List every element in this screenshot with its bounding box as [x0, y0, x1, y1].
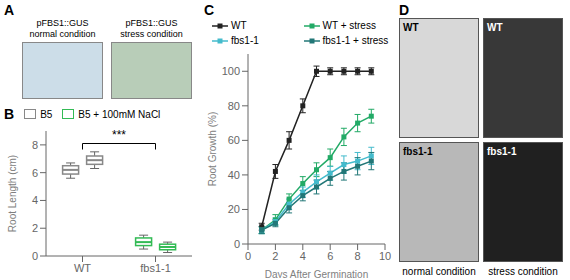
html-text:B5: B5 [40, 108, 53, 120]
svg-text:10: 10 [379, 250, 391, 262]
html-text:WT: WT [231, 19, 247, 31]
svg-text:0: 0 [32, 250, 38, 262]
html-text:B: B [4, 106, 15, 122]
svg-text:0: 0 [245, 250, 251, 262]
svg-text:80: 80 [228, 100, 240, 112]
html-text:A: A [4, 2, 15, 18]
svg-text:fbs1-1: fbs1-1 [140, 262, 171, 274]
html-text:D: D [399, 2, 410, 18]
svg-text:100: 100 [222, 65, 240, 77]
html-text:B5 + 100mM NaCl: B5 + 100mM NaCl [78, 108, 161, 120]
html-text:WT + stress: WT + stress [322, 19, 376, 31]
svg-text:Root Growth (%): Root Growth (%) [207, 112, 218, 186]
svg-text:2: 2 [272, 250, 278, 262]
svg-text:8: 8 [355, 250, 361, 262]
svg-text:8: 8 [32, 139, 38, 151]
svg-text:Root Length (cm): Root Length (cm) [8, 155, 18, 232]
svg-text:***: *** [112, 128, 126, 142]
svg-text:0: 0 [234, 238, 240, 250]
svg-text:6: 6 [327, 250, 333, 262]
html-text:normal condition: normal condition [402, 266, 476, 277]
html-text:WT: WT [403, 22, 419, 33]
html-text:fbs1-1: fbs1-1 [487, 146, 517, 157]
svg-text:60: 60 [228, 134, 240, 146]
html-text:fbs1-1: fbs1-1 [231, 34, 259, 46]
svg-text:40: 40 [228, 169, 240, 181]
svg-text:Days After Germination: Days After Germination [265, 269, 368, 278]
html-text:C: C [204, 2, 215, 18]
svg-text:4: 4 [32, 194, 38, 206]
html-text:fbs1-1: fbs1-1 [403, 146, 433, 157]
svg-text:WT: WT [74, 262, 91, 274]
svg-text:4: 4 [300, 250, 306, 262]
html-text:fbs1-1 + stress: fbs1-1 + stress [322, 34, 389, 46]
svg-text:20: 20 [228, 203, 240, 215]
html-text:WT: WT [487, 22, 503, 33]
html-text:pFBS1::GUS stress condition: pFBS1::GUS stress condition [120, 18, 183, 39]
html-text:pFBS1::GUS normal condition: pFBS1::GUS normal condition [29, 18, 96, 39]
html-text:stress condition: stress condition [488, 266, 558, 277]
svg-text:6: 6 [32, 167, 38, 179]
svg-text:2: 2 [32, 222, 38, 234]
